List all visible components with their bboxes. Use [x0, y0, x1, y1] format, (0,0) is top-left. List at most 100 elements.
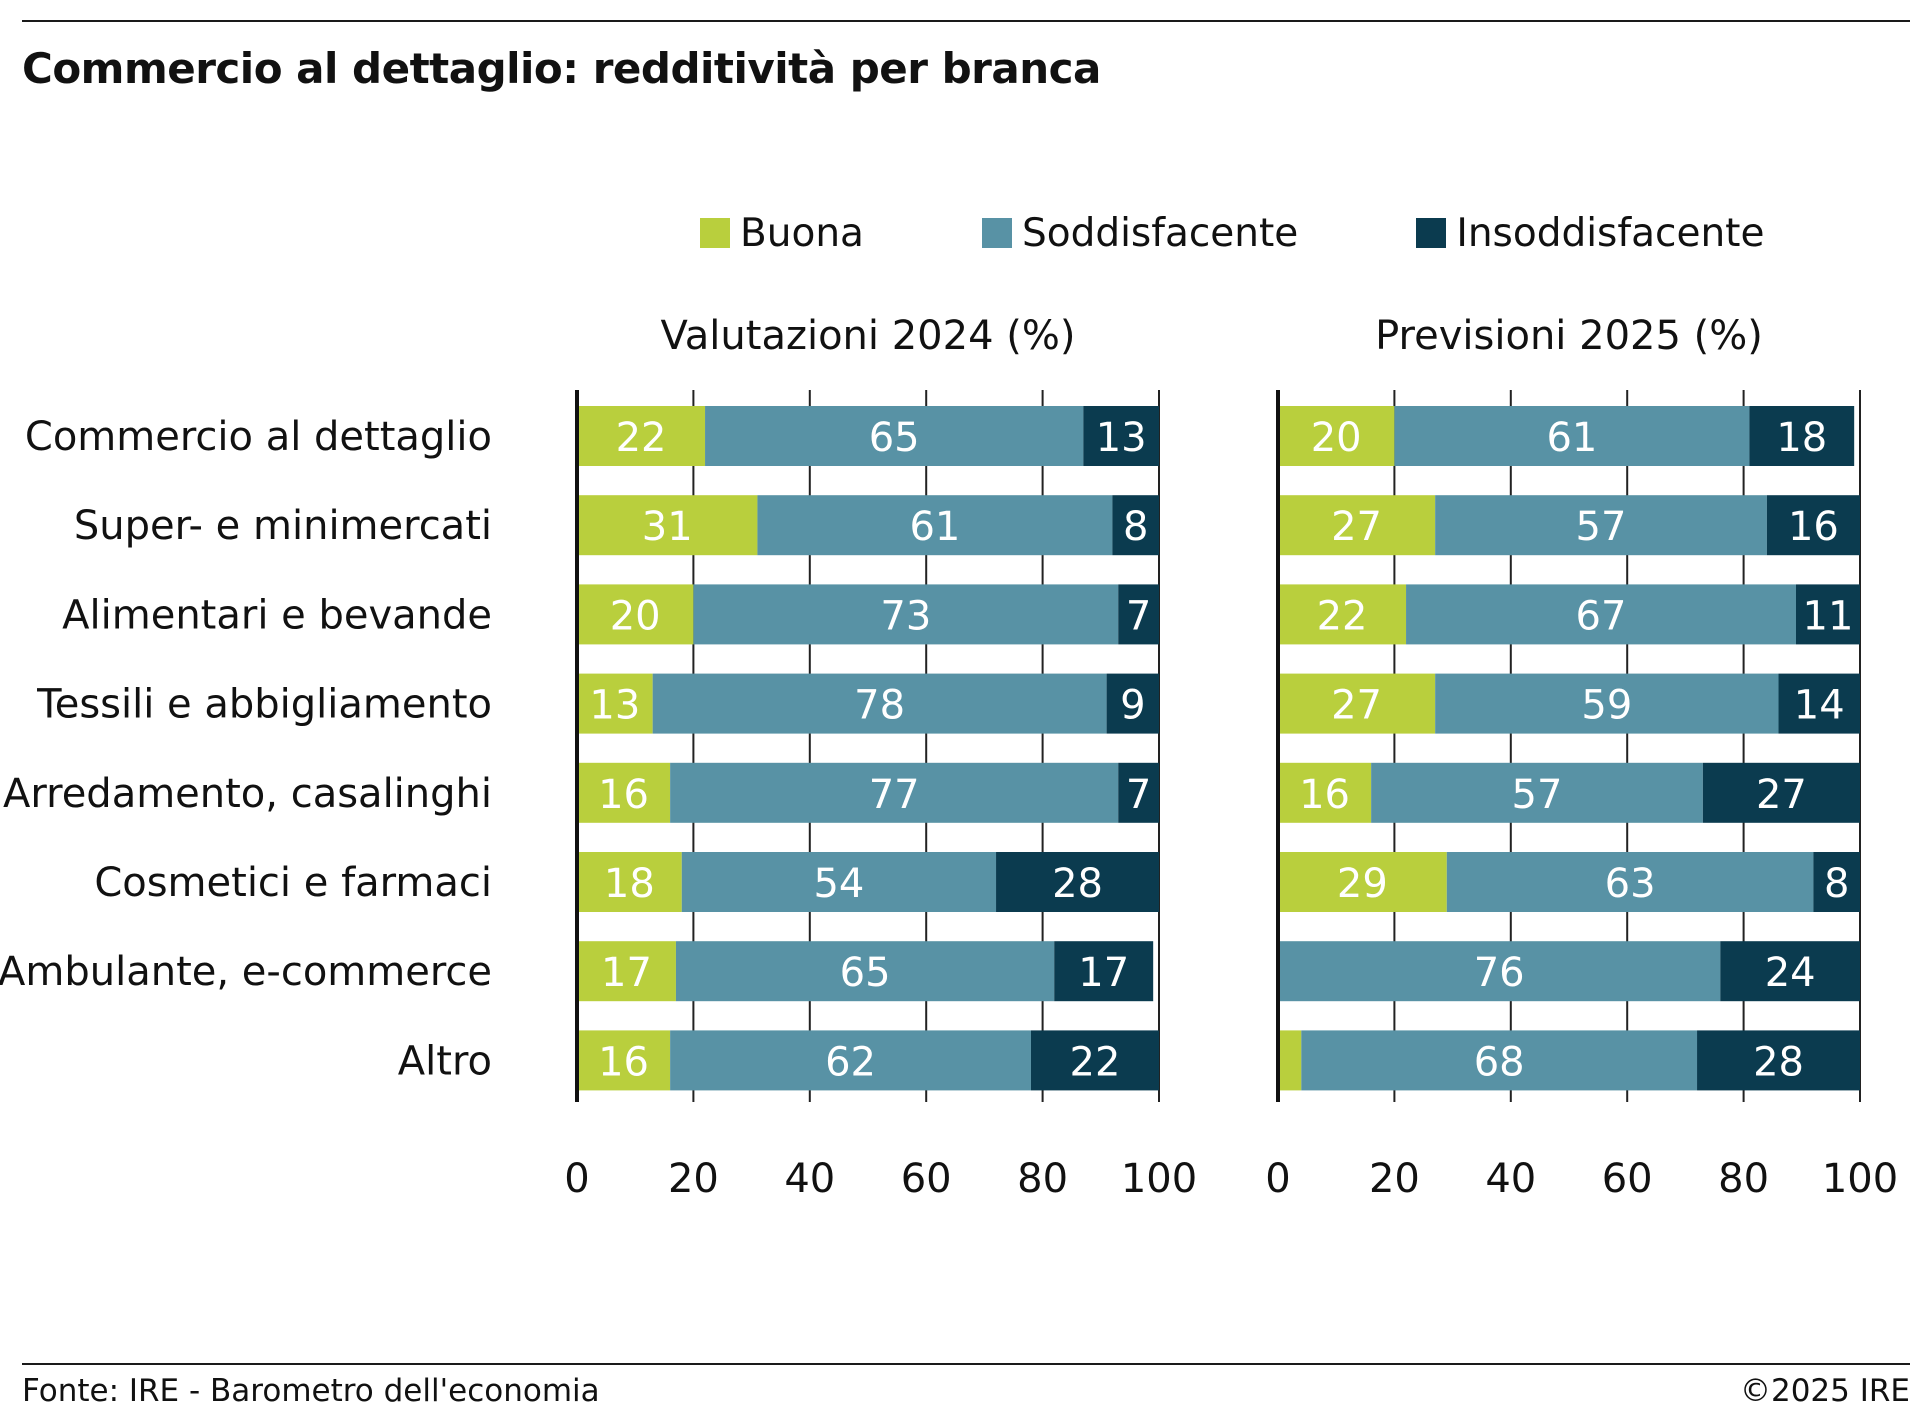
bar-2-4-2 [1702, 762, 1860, 823]
bar-1-4-0 [577, 762, 671, 823]
bar-2-7-1 [1301, 1030, 1698, 1091]
bar-2-0-1 [1394, 406, 1750, 466]
tick-label: 60 [901, 1156, 952, 1202]
data-label: 22 [616, 415, 667, 461]
legend-label-soddisfacente: Soddisfacente [1021, 210, 1299, 256]
data-label: 77 [869, 772, 920, 818]
bar-2-1-0 [1278, 495, 1436, 556]
data-label: 27 [1756, 772, 1807, 818]
legend-item-soddisfacente: Soddisfacente [981, 210, 1299, 256]
legend-label-buona: Buona [740, 210, 864, 256]
bar-2-5-0 [1278, 852, 1447, 912]
bar-1-0-1 [705, 406, 1084, 466]
tick-label: 100 [1822, 1156, 1898, 1202]
category-label: Arredamento, casalinghi [3, 771, 492, 817]
tick-label: 0 [1265, 1156, 1290, 1202]
data-label: 57 [1512, 772, 1563, 818]
data-label: 27 [1331, 504, 1382, 550]
bar-1-4-2 [1118, 762, 1159, 823]
category-label: Altro [398, 1038, 492, 1084]
bar-2-1-2 [1766, 495, 1860, 556]
data-label: 11 [1803, 593, 1854, 639]
data-label: 8 [1824, 861, 1849, 907]
data-label: 16 [1788, 504, 1839, 550]
data-label: 20 [610, 593, 661, 639]
data-label: 65 [869, 415, 920, 461]
data-label: 76 [1474, 950, 1525, 996]
legend-swatch-soddisfacente [981, 218, 1012, 248]
category-label: Commercio al dettaglio [25, 414, 492, 460]
bar-1-5-0 [577, 852, 682, 912]
top-rule [22, 20, 1910, 22]
bar-1-6-1 [675, 941, 1055, 1002]
data-label: 16 [598, 1039, 649, 1085]
bar-1-7-2 [1030, 1030, 1159, 1091]
data-label: 65 [840, 950, 891, 996]
data-label: 57 [1576, 504, 1627, 550]
tick-label: 80 [1718, 1156, 1769, 1202]
data-label: 16 [598, 772, 649, 818]
data-label: 62 [825, 1039, 876, 1085]
bar-2-3-2 [1778, 673, 1860, 734]
data-label: 27 [1331, 683, 1382, 729]
data-label: 7 [1126, 593, 1151, 639]
bar-2-7-0 [1278, 1030, 1302, 1091]
data-label: 67 [1576, 593, 1627, 639]
tick-label: 60 [1602, 1156, 1653, 1202]
legend-swatch-buona [700, 218, 730, 248]
data-label: 68 [1474, 1039, 1525, 1085]
bar-1-0-2 [1083, 406, 1159, 466]
data-label: 73 [880, 593, 931, 639]
data-label: 16 [1299, 772, 1350, 818]
data-label: 20 [1311, 415, 1362, 461]
data-label: 22 [1070, 1039, 1121, 1085]
bar-2-6-1 [1278, 941, 1721, 1002]
data-label: 54 [813, 861, 864, 907]
category-label: Alimentari e bevande [62, 592, 492, 638]
bar-2-7-2 [1697, 1030, 1860, 1091]
chart-title: Commercio al dettaglio: redditività per … [22, 44, 1101, 93]
bar-2-0-2 [1749, 406, 1855, 466]
bottom-rule [22, 1363, 1910, 1365]
tick-label: 20 [1369, 1156, 1420, 1202]
category-label: Cosmetici e farmaci [94, 860, 492, 906]
data-label: 31 [642, 504, 693, 550]
category-label: Tessili e abbigliamento [36, 682, 492, 728]
tick-label: 100 [1121, 1156, 1197, 1202]
bar-1-2-2 [1118, 584, 1159, 645]
bar-1-2-0 [577, 584, 694, 645]
bar-1-1-2 [1112, 495, 1159, 556]
bar-1-2-1 [693, 584, 1119, 645]
bar-1-3-0 [577, 673, 653, 734]
bar-2-4-1 [1371, 762, 1703, 823]
bar-1-3-2 [1106, 673, 1159, 734]
data-label: 29 [1337, 861, 1388, 907]
bar-2-3-1 [1435, 673, 1779, 734]
legend: Buona Soddisfacente Insoddisfacente [700, 208, 1764, 258]
tick-label: 40 [784, 1156, 835, 1202]
legend-swatch-insoddisfacente [1416, 218, 1447, 248]
data-label: 24 [1765, 950, 1816, 996]
category-label: Ambulante, e-commerce [0, 949, 492, 995]
bar-1-0-0 [577, 406, 706, 466]
bar-1-3-1 [652, 673, 1107, 734]
tick-label: 40 [1485, 1156, 1536, 1202]
bar-1-1-0 [577, 495, 758, 556]
bar-2-5-2 [1813, 852, 1860, 912]
source-note: Fonte: IRE - Barometro dell'economia [22, 1373, 600, 1409]
tick-label: 0 [564, 1156, 589, 1202]
bar-1-7-1 [670, 1030, 1031, 1091]
panel-title-2: Previsioni 2025 (%) [1375, 313, 1763, 359]
data-label: 28 [1052, 861, 1103, 907]
bar-1-6-0 [577, 941, 676, 1002]
bar-1-4-1 [670, 762, 1119, 823]
tick-label: 20 [668, 1156, 719, 1202]
data-label: 13 [589, 683, 640, 729]
data-label: 18 [604, 861, 655, 907]
data-label: 7 [1126, 772, 1151, 818]
data-label: 61 [1546, 415, 1597, 461]
bar-2-2-1 [1406, 584, 1796, 645]
bar-2-4-0 [1278, 762, 1372, 823]
data-label: 78 [854, 683, 905, 729]
data-label: 17 [601, 950, 652, 996]
